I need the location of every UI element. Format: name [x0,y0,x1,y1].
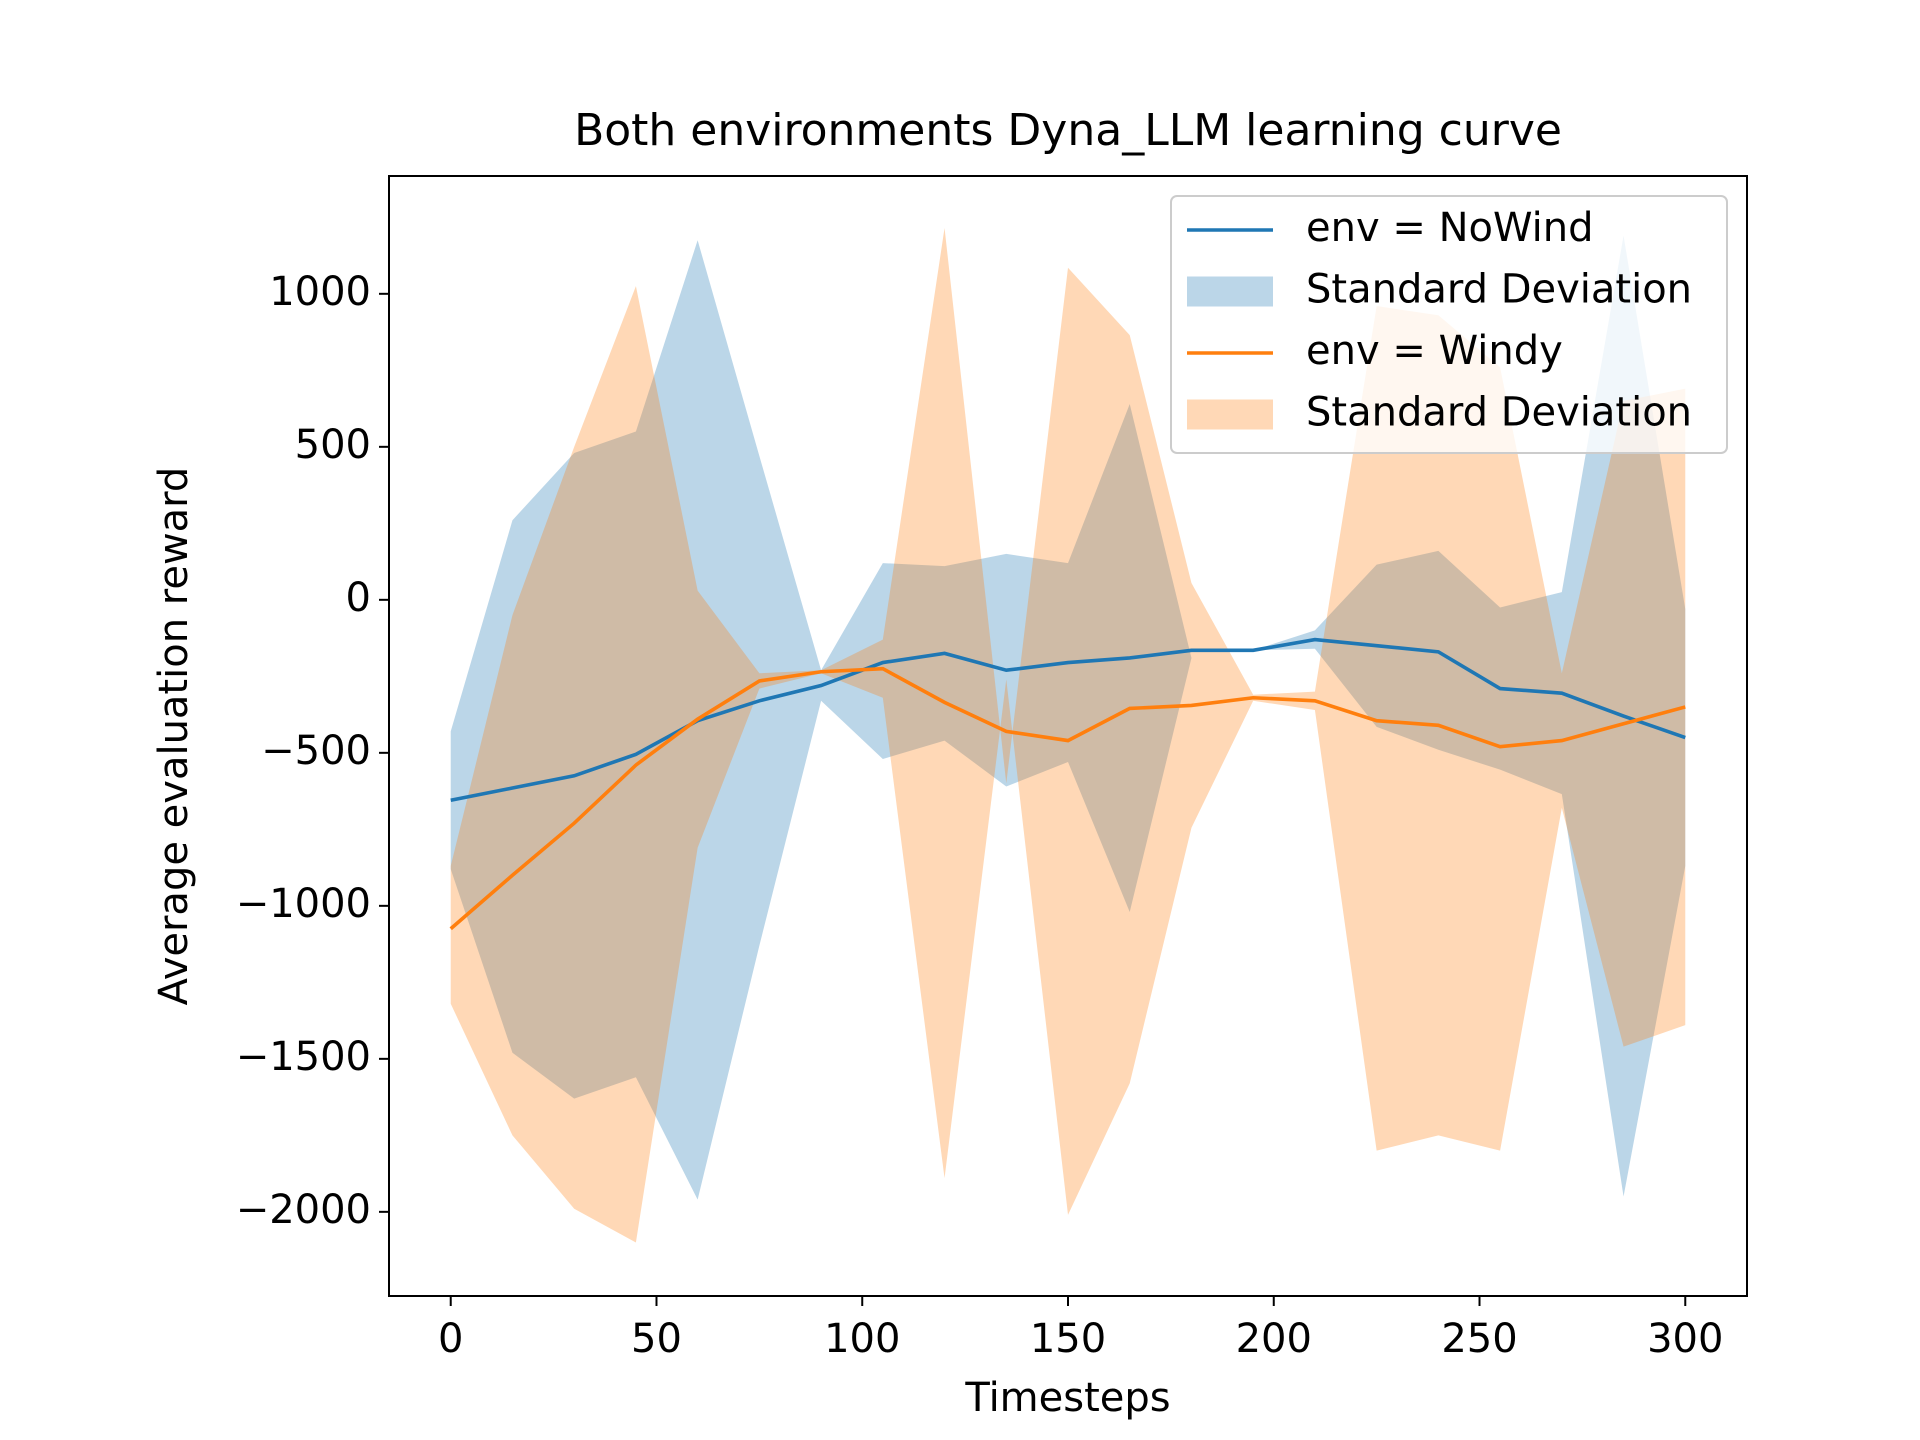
std-band [450,235,1686,1200]
y-axis-label: Average evaluation reward [151,467,197,1006]
chart-title: Both environments Dyna_LLM learning curv… [574,105,1562,156]
y-tick-label: −500 [261,728,371,774]
legend-swatch [1187,399,1273,430]
y-tick-label: 1000 [269,269,371,315]
x-axis-label: Timesteps [964,1375,1170,1421]
legend-label: Standard Deviation [1306,390,1692,436]
y-tick-label: −1000 [236,881,371,927]
legend-box [1170,195,1728,454]
y-tick-label: −2000 [236,1187,371,1233]
x-tick-label: 200 [1236,1316,1312,1362]
x-tick-label: 0 [438,1316,463,1362]
x-tick-label: 50 [631,1316,682,1362]
line [450,637,1686,803]
legend-label: Standard Deviation [1306,267,1692,313]
x-tick-label: 100 [824,1316,900,1362]
y-tick-label: 0 [346,575,371,621]
legend-label: env = Windy [1306,328,1563,374]
x-tick-label: 250 [1441,1316,1517,1362]
x-tick-label: 150 [1030,1316,1106,1362]
legend-swatch [1187,276,1273,307]
x-tick-label: 300 [1647,1316,1723,1362]
y-tick-label: −1500 [236,1034,371,1080]
line [449,666,1686,931]
legend-label: env = NoWind [1306,205,1594,251]
std-band [450,228,1686,1243]
y-tick-label: 500 [295,422,371,468]
